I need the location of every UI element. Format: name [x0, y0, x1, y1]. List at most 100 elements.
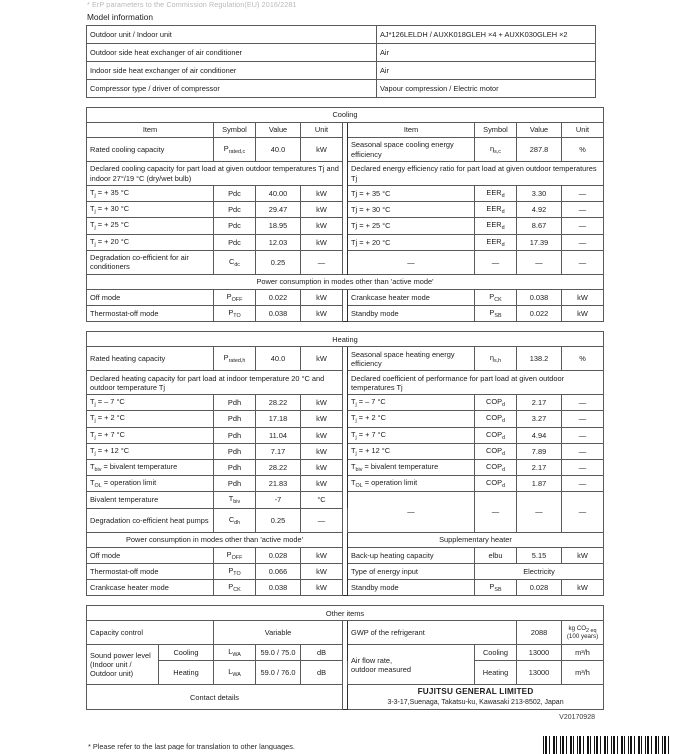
standby-mode-value: 0.028	[516, 579, 562, 597]
cooling-eer-item-1: Tj = + 30 °C	[347, 201, 475, 219]
supplementary-heater-band: Supplementary heater	[347, 531, 604, 548]
heating-cop-value-3: 7.89	[516, 442, 562, 461]
table-row: Bivalent temperature Tbiv -7 °C — — — —	[86, 491, 604, 533]
heating-cop-symbol-2: COPd	[474, 426, 517, 444]
cooling-power-right-unit-0: kW	[561, 288, 604, 307]
gwp-label: GWP of the refrigerant	[347, 620, 517, 646]
table-row: Indoor side heat exchanger of air condit…	[86, 61, 596, 80]
cooling-partload-value-0: 40.00	[255, 184, 301, 203]
cooling-header-item-left: Item	[86, 122, 214, 138]
model-item-3: Compressor type / driver of compressor	[86, 79, 377, 98]
seasonal-cooling-efficiency-value: 287.8	[516, 137, 562, 162]
gwp-unit: kg CO2 eq (100 years)	[560, 620, 605, 646]
model-value-1: Air	[376, 43, 596, 62]
heating-empty-item: —	[347, 491, 475, 533]
heating-power-item-1: Thermostat-off mode	[86, 562, 214, 581]
backup-heating-capacity-label: Back-up heating capacity	[347, 546, 475, 564]
contact-details-label: Contact details	[86, 684, 343, 710]
cooling-partload-unit-1: kW	[300, 201, 343, 219]
cooling-power-symbol-0: POFF	[213, 288, 256, 307]
energy-input-type-value: Electricity	[474, 562, 604, 581]
heating-title: Heating	[86, 331, 604, 348]
heating-cop-symbol-5: COPd	[474, 475, 517, 493]
cooling-header-unit-left: Unit	[300, 122, 343, 138]
standby-mode-unit: kW	[561, 579, 604, 597]
cooling-power-right-item-1: Standby mode	[347, 305, 475, 323]
table-row: Heating LWA 59.0 / 76.0 dB Heating 13000…	[87, 660, 605, 686]
cooling-degradation-value: 0.25	[255, 249, 301, 275]
cooling-degradation-right-unit: —	[561, 249, 604, 275]
table-row: Compressor type / driver of compressor V…	[86, 79, 596, 98]
heating-partload-symbol-3: Pdh	[213, 442, 256, 461]
table-row: Tj = + 2 °C Pdh 17.18 kW Tj = + 2 °C COP…	[86, 410, 604, 428]
heating-cop-item-0: Tj = – 7 °C	[347, 394, 475, 412]
heating-partload-symbol-0: Pdh	[213, 394, 256, 412]
cooling-declared-eer-note: Declared energy efficiency ratio for par…	[347, 161, 604, 186]
heating-cop-item-4: Tbiv = bivalent temperature	[347, 459, 475, 477]
heating-cop-value-2: 4.94	[516, 426, 562, 444]
heating-cop-unit-3: —	[561, 442, 604, 461]
heating-partload-item-5: TOL = operation limit	[86, 475, 214, 493]
cooling-eer-unit-1: —	[561, 201, 604, 219]
seasonal-heating-efficiency-label: Seasonal space heating energy efficiency	[347, 346, 475, 372]
heating-partload-value-3: 7.17	[255, 442, 301, 461]
cooling-partload-value-1: 29.47	[255, 201, 301, 219]
heating-table: Heating Rated heating capacity Prated,h …	[86, 331, 604, 597]
cooling-power-value-1: 0.038	[255, 305, 301, 323]
other-items-table: Other items Capacity control Variable GW…	[85, 605, 605, 710]
cooling-power-right-symbol-0: PCK	[474, 288, 517, 307]
heating-empty-unit: —	[561, 491, 604, 533]
cooling-power-right-item-0: Crankcase heater mode	[347, 288, 475, 307]
backup-heating-capacity-value: 5.15	[516, 546, 562, 564]
rated-cooling-capacity-symbol: Prated,c	[213, 137, 256, 162]
table-row: Tj = + 7 °C Pdh 11.04 kW Tj = + 7 °C COP…	[86, 426, 604, 444]
barcode	[543, 736, 669, 754]
heating-partload-value-5: 21.83	[255, 475, 301, 493]
air-flow-value-1: 13000	[516, 660, 562, 686]
model-item-0: Outdoor unit / Indoor unit	[86, 25, 377, 44]
table-row: Tbiv = bivalent temperature Pdh 28.22 kW…	[86, 459, 604, 477]
cooling-header-value-left: Value	[255, 122, 301, 138]
cooling-eer-item-0: Tj = + 35 °C	[347, 184, 475, 203]
standby-mode-label: Standby mode	[347, 579, 475, 597]
cooling-degradation-unit: —	[300, 249, 343, 275]
heating-power-symbol-0: POFF	[213, 546, 256, 564]
heating-cop-item-2: Tj = + 7 °C	[347, 426, 475, 444]
table-row: Off mode POFF 0.022 kW Crankcase heater …	[86, 288, 604, 307]
sound-power-mode-0: Cooling	[158, 644, 214, 662]
sound-power-mode-1: Heating	[158, 660, 214, 686]
heating-partload-item-1: Tj = + 2 °C	[86, 410, 214, 428]
cooling-partload-unit-3: kW	[300, 233, 343, 251]
cooling-eer-unit-3: —	[561, 233, 604, 251]
cooling-partload-item-3: Tj = + 20 °C	[86, 233, 214, 251]
cooling-partload-symbol-3: Pdc	[213, 233, 256, 251]
heating-power-symbol-2: PCK	[213, 579, 256, 597]
heating-degradation-symbol: Cdh	[213, 507, 256, 533]
sound-power-symbol-0: LWA	[213, 644, 256, 662]
air-flow-rate-label: Air flow rate, outdoor measured	[347, 644, 475, 686]
heating-power-symbol-1: PTO	[213, 562, 256, 581]
air-flow-mode-0: Cooling	[474, 644, 517, 662]
heating-partload-item-2: Tj = + 7 °C	[86, 426, 214, 444]
table-row: Tj = – 7 °C Pdh 28.22 kW Tj = – 7 °C COP…	[86, 394, 604, 412]
heating-cop-symbol-3: COPd	[474, 442, 517, 461]
heating-power-value-0: 0.028	[255, 546, 301, 564]
sound-power-level-label: Sound power level (Indoor unit / Outdoor u…	[86, 644, 159, 686]
heating-declared-cop-note: Declared coefficient of performance for …	[347, 370, 604, 396]
cooling-degradation-right-value: —	[516, 249, 562, 275]
table-row: Tj = + 25 °C Pdc 18.95 kW Tj = + 25 °C E…	[86, 217, 604, 235]
model-value-2: Air	[376, 61, 596, 80]
cooling-eer-symbol-2: EERd	[474, 217, 517, 235]
model-value-3: Vapour compression / Electric motor	[376, 79, 596, 98]
table-row: Thermostat-off mode PTO 0.066 kW Type of…	[86, 562, 604, 581]
heating-power-item-2: Crankcase heater mode	[86, 579, 214, 597]
table-row: Item Symbol Value Unit Item Symbol Value…	[86, 122, 604, 138]
cooling-degradation-symbol: Cdc	[213, 249, 256, 275]
table-row: Contact details FUJITSU GENERAL LIMITED …	[86, 684, 605, 710]
rated-heating-capacity-value: 40.0	[255, 346, 301, 372]
heating-cop-value-5: 1.87	[516, 475, 562, 493]
heating-partload-item-4: Tbiv = bivalent temperature	[86, 459, 214, 477]
other-items-title: Other items	[85, 605, 605, 622]
heating-cop-symbol-1: COPd	[474, 410, 517, 428]
company-contact-block: FUJITSU GENERAL LIMITED 3-3-17,Suenaga, …	[346, 684, 605, 710]
